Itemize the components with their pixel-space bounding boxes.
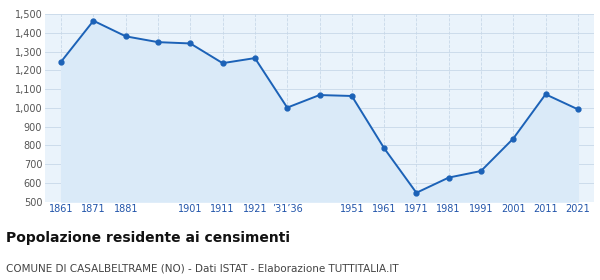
- Text: COMUNE DI CASALBELTRAME (NO) - Dati ISTAT - Elaborazione TUTTITALIA.IT: COMUNE DI CASALBELTRAME (NO) - Dati ISTA…: [6, 263, 398, 273]
- Text: Popolazione residente ai censimenti: Popolazione residente ai censimenti: [6, 231, 290, 245]
